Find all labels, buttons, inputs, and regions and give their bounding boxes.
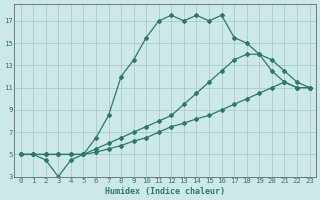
X-axis label: Humidex (Indice chaleur): Humidex (Indice chaleur) [105,187,225,196]
